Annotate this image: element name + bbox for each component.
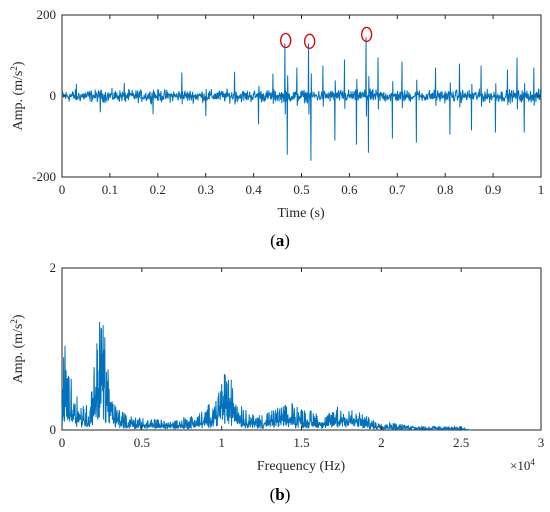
chart-a-x-tick-label: 0 [59,182,66,197]
chart-b-x-exponent: ×104 [510,457,535,473]
chart-b-spectrum-series [61,321,471,432]
chart-b-x-ticks: 0 0.5 1 1.5 2 2.5 3 [59,268,545,450]
chart-b-y-ticks: 02 [50,260,541,437]
chart-b-y-axis-label: Amp. (m/s2) [9,314,26,383]
circled-peak-marker [303,33,316,49]
chart-b-x-tick-label: 0 [59,435,66,450]
chart-a-signal-series [61,37,542,161]
chart-a-x-tick-label: 0.1 [102,182,118,197]
panel-a-label: (a) [270,231,290,250]
chart-a-y-ticks: -200 0 200 [32,7,541,184]
chart-a-x-tick-label: 0.7 [389,182,406,197]
chart-a-y-tick-label: -200 [32,169,56,184]
chart-a-x-tick-label: 0.8 [437,182,453,197]
chart-b-axes-box [61,267,542,431]
chart-a-x-tick-label: 0.9 [485,182,501,197]
chart-b-x-tick-label: 1 [218,435,225,450]
chart-a-x-tick-label: 0.5 [293,182,309,197]
chart-a-circled-peaks [280,26,373,49]
chart-a-y-axis-label: Amp. (m/s2) [9,61,26,130]
chart-a-x-tick-label: 0.6 [341,182,358,197]
chart-a-x-ticks: 0 0.1 0.2 0.3 0.4 0.5 0.6 0.7 0.8 0.9 1 [59,15,545,197]
chart-a-y-tick-label: 0 [50,88,57,103]
chart-a-x-tick-label: 0.2 [150,182,166,197]
chart-a-x-tick-label: 1 [538,182,545,197]
circled-peak-marker [280,32,292,49]
chart-a-x-axis-label: Time (s) [277,206,325,221]
circled-peak-marker [360,26,373,43]
chart-b-x-tick-label: 2.5 [453,435,469,450]
chart-b-x-tick-label: 2 [378,435,385,450]
chart-b-x-tick-label: 0.5 [134,435,150,450]
chart-b-y-tick-label: 2 [50,260,57,275]
chart-b: 0 0.5 1 1.5 2 2.5 3 02 Frequency (Hz) ×104 Amp… [9,260,544,504]
chart-a-x-tick-label: 0.4 [245,182,262,197]
chart-b-y-tick-label: 0 [50,422,57,437]
chart-b-x-axis-label: Frequency (Hz) [257,459,346,474]
chart-b-x-tick-label: 1.5 [293,435,309,450]
panel-b-label: (b) [270,485,291,504]
chart-a-y-tick-label: 200 [37,7,57,22]
chart-b-x-tick-label: 3 [538,435,545,450]
chart-a-x-tick-label: 0.3 [198,182,214,197]
